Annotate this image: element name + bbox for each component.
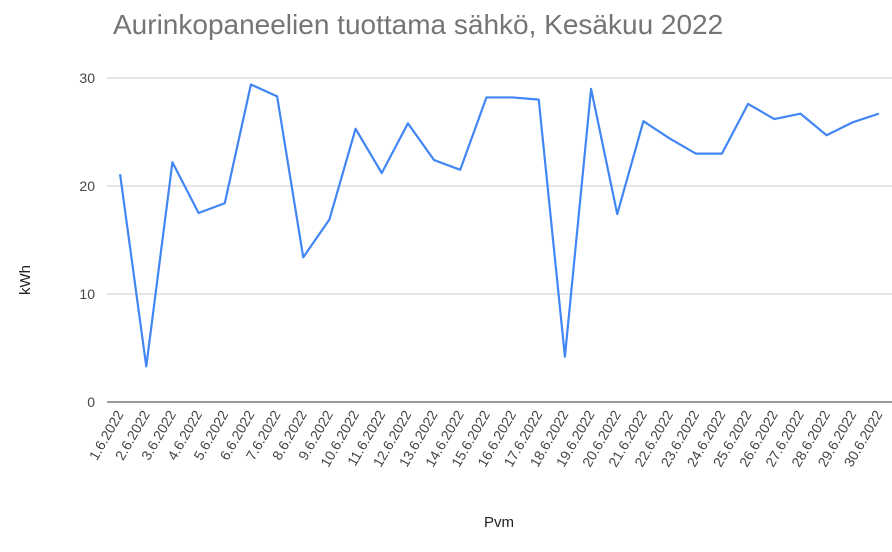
y-tick-label: 0	[87, 394, 95, 410]
y-tick-label: 30	[79, 70, 95, 86]
chart-title: Aurinkopaneelien tuottama sähkö, Kesäkuu…	[113, 9, 723, 40]
y-tick-label: 10	[79, 286, 95, 302]
y-tick-label: 20	[79, 178, 95, 194]
x-axis-title: Pvm	[484, 514, 514, 531]
y-axis-title: kWh	[17, 265, 34, 295]
line	[118, 83, 880, 368]
